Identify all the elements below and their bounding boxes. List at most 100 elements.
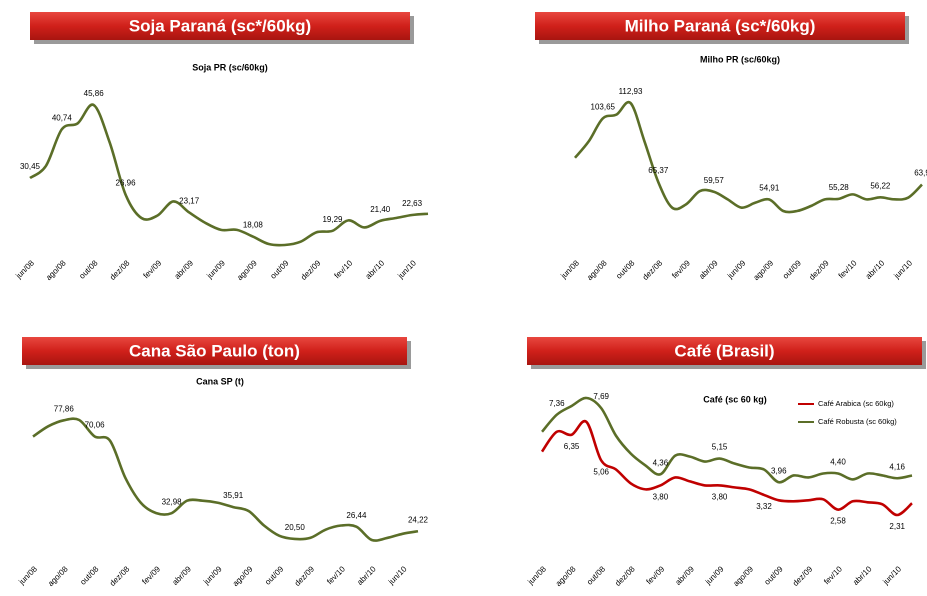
data-label: 32,98 <box>162 497 183 506</box>
data-label: 7,69 <box>593 392 609 401</box>
x-tick-label: abr/09 <box>697 258 720 281</box>
x-tick-label: jun/10 <box>881 564 904 587</box>
line-series <box>574 100 923 214</box>
x-tick-label: fev/10 <box>837 258 859 280</box>
x-tick-label: dez/09 <box>807 258 831 282</box>
data-label: 20,50 <box>285 523 306 532</box>
banner <box>30 12 410 40</box>
chart-title: Cana SP (t) <box>196 376 244 386</box>
line-series <box>29 103 429 247</box>
data-label: 22,63 <box>402 199 423 208</box>
x-tick-label: abr/09 <box>673 564 696 587</box>
x-tick-label: abr/10 <box>851 564 874 587</box>
x-tick-label: dez/09 <box>299 258 323 282</box>
x-tick-label: fev/09 <box>670 258 692 280</box>
x-tick-label: ago/09 <box>235 258 259 282</box>
chart-title: Soja PR (sc/60kg) <box>192 62 268 72</box>
x-tick-label: ago/09 <box>731 564 755 588</box>
data-label: 77,86 <box>54 404 75 413</box>
x-tick-label: out/08 <box>585 564 607 586</box>
x-tick-label: ago/09 <box>752 258 776 282</box>
x-tick-label: dez/09 <box>791 564 815 588</box>
banner <box>527 337 922 365</box>
x-tick-label: out/09 <box>781 258 803 280</box>
x-tick-label: jun/09 <box>725 258 748 281</box>
data-label: 35,91 <box>223 491 244 500</box>
x-tick-label: dez/09 <box>293 564 317 588</box>
x-tick-label: out/09 <box>269 258 291 280</box>
x-tick-label: out/09 <box>263 564 285 586</box>
data-label: 70,06 <box>85 421 106 430</box>
data-label: 112,93 <box>619 87 643 96</box>
data-label: 45,86 <box>84 89 105 98</box>
data-label: 18,08 <box>243 221 264 230</box>
x-tick-label: abr/10 <box>355 564 378 587</box>
x-tick-label: jun/08 <box>525 564 548 587</box>
x-tick-label: fev/09 <box>141 258 163 280</box>
x-tick-label: fev/09 <box>645 564 667 586</box>
x-tick-label: jun/08 <box>16 564 39 587</box>
data-label: 3,80 <box>653 493 669 502</box>
data-label: 21,40 <box>370 205 391 214</box>
data-label: 23,17 <box>179 197 200 206</box>
data-label: 4,16 <box>889 462 905 471</box>
x-tick-label: abr/10 <box>864 258 887 281</box>
x-tick-label: dez/08 <box>641 258 665 282</box>
x-tick-label: ago/08 <box>46 564 70 588</box>
x-tick-label: jun/10 <box>386 564 409 587</box>
data-label: 59,57 <box>704 176 725 185</box>
data-label: 5,15 <box>712 443 728 452</box>
data-label: 63,9 <box>914 169 927 178</box>
banner <box>535 12 905 40</box>
x-tick-label: jun/10 <box>396 258 419 281</box>
x-tick-label: fev/09 <box>140 564 162 586</box>
data-label: 65,37 <box>648 166 669 175</box>
x-tick-label: ago/09 <box>231 564 255 588</box>
data-label: 19,29 <box>322 215 343 224</box>
x-tick-label: dez/08 <box>613 564 637 588</box>
data-label: 7,36 <box>549 399 565 408</box>
line-series <box>540 419 913 517</box>
data-label: 5,06 <box>593 467 609 476</box>
x-tick-label: out/08 <box>78 564 100 586</box>
x-tick-label: fev/10 <box>822 564 844 586</box>
data-label: 24,22 <box>408 515 429 524</box>
data-label: 26,44 <box>346 511 367 520</box>
data-label: 40,74 <box>52 113 73 122</box>
data-label: 3,32 <box>756 502 772 511</box>
data-label: 3,80 <box>712 493 728 502</box>
line-series <box>541 396 913 484</box>
legend-label: Café Arabica (sc 60kg) <box>818 399 894 408</box>
data-label: 30,45 <box>20 162 41 171</box>
chart-title: Milho PR (sc/60kg) <box>700 54 780 64</box>
x-tick-label: out/08 <box>614 258 636 280</box>
x-tick-label: jun/08 <box>558 258 581 281</box>
x-tick-label: jun/08 <box>13 258 36 281</box>
banner-title: Cana São Paulo (ton) <box>129 341 300 360</box>
x-tick-label: fev/10 <box>333 258 355 280</box>
data-label: 56,22 <box>870 181 891 190</box>
x-tick-label: abr/09 <box>173 258 196 281</box>
data-label: 26,96 <box>116 179 137 188</box>
x-tick-label: ago/08 <box>44 258 68 282</box>
x-tick-label: abr/09 <box>170 564 193 587</box>
legend-label: Café Robusta (sc 60kg) <box>818 417 897 426</box>
x-tick-label: dez/08 <box>108 258 132 282</box>
x-tick-label: out/09 <box>763 564 785 586</box>
banner-title: Milho Paraná (sc*/60kg) <box>625 16 816 35</box>
data-label: 6,35 <box>564 442 580 451</box>
line-series <box>32 417 419 542</box>
x-tick-label: jun/09 <box>204 258 227 281</box>
banner <box>22 337 407 365</box>
data-label: 3,96 <box>771 466 787 475</box>
data-label: 55,28 <box>829 183 850 192</box>
chart-title: Café (sc 60 kg) <box>703 394 767 404</box>
data-label: 2,58 <box>830 517 846 526</box>
banner-title: Café (Brasil) <box>674 341 774 360</box>
x-tick-label: ago/08 <box>554 564 578 588</box>
x-tick-label: ago/08 <box>585 258 609 282</box>
x-tick-label: dez/08 <box>108 564 132 588</box>
x-tick-label: jun/09 <box>703 564 726 587</box>
data-label: 54,91 <box>759 184 780 193</box>
